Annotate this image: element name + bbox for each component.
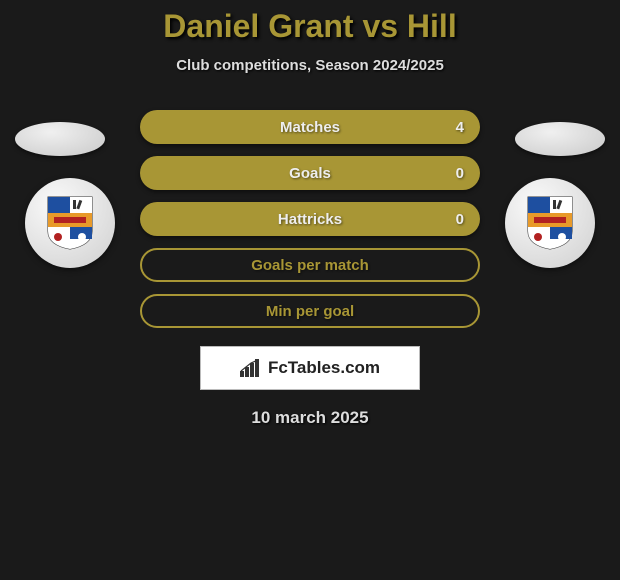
player-head-right (515, 122, 605, 156)
stat-pill-hattricks: Hattricks 0 (140, 202, 480, 236)
stat-value: 0 (456, 165, 464, 182)
page-subtitle: Club competitions, Season 2024/2025 (176, 57, 444, 74)
stat-pill-min-per-goal: Min per goal (140, 294, 480, 328)
bar-chart-icon (240, 359, 262, 377)
player-head-left (15, 122, 105, 156)
crest-circle (25, 178, 115, 268)
stat-label: Hattricks (278, 211, 342, 228)
stat-pill-goals: Goals 0 (140, 156, 480, 190)
stat-pill-goals-per-match: Goals per match (140, 248, 480, 282)
page-title: Daniel Grant vs Hill (163, 8, 456, 45)
shield-icon (46, 195, 94, 251)
footer-branding[interactable]: FcTables.com (200, 346, 420, 390)
footer-brand-text: FcTables.com (268, 358, 380, 378)
shield-icon (526, 195, 574, 251)
stat-pill-matches: Matches 4 (140, 110, 480, 144)
stat-label: Goals (289, 165, 331, 182)
stat-value: 4 (456, 119, 464, 136)
club-crest-left (25, 178, 115, 268)
stat-value: 0 (456, 211, 464, 228)
club-crest-right (505, 178, 595, 268)
stat-label: Matches (280, 119, 340, 136)
stat-label: Min per goal (266, 303, 354, 320)
crest-circle (505, 178, 595, 268)
comparison-card: Daniel Grant vs Hill Club competitions, … (0, 0, 620, 580)
stat-label: Goals per match (251, 257, 369, 274)
date-label: 10 march 2025 (251, 408, 368, 428)
